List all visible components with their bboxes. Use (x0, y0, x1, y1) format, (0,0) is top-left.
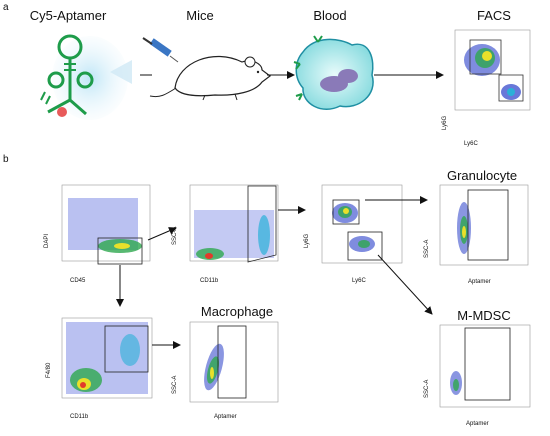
plot5-ylabel: SSC-A (424, 380, 430, 398)
plot7-title: Macrophage (201, 304, 273, 319)
arrow-b1 (147, 227, 177, 241)
panel-a-letter: a (3, 2, 9, 13)
plot7-xlabel: Aptamer (214, 414, 237, 420)
plot-ly6g-ly6c (321, 184, 403, 264)
plot-f480-cd11b (61, 317, 153, 399)
panel-b-letter: b (3, 154, 9, 165)
blood-cell-illustration (293, 35, 374, 110)
step-blood-label: Blood (313, 8, 346, 23)
facs-a-ylabel: Ly6G (442, 116, 448, 130)
plot6-xlabel: CD11b (70, 414, 89, 420)
plot1-xlabel: CD45 (70, 278, 86, 284)
plot-dapi-cd45 (61, 184, 151, 265)
facs-a-xlabel: Ly6C (464, 141, 478, 147)
plot1-ylabel: DAPI (44, 234, 50, 248)
mouse-icon (149, 55, 271, 101)
step-mice-label: Mice (186, 8, 213, 23)
plot3-xlabel: Ly6C (352, 278, 366, 284)
plot-m-mdsc (439, 324, 531, 408)
plot-granulocyte (439, 184, 529, 266)
syringe-icon (142, 37, 179, 63)
plot4-xlabel: Aptamer (468, 279, 491, 285)
aptamer-illustration (40, 34, 132, 120)
step-aptamer-label: Cy5-Aptamer (30, 8, 107, 23)
facs-plot-a (454, 29, 531, 111)
step-facs-label: FACS (477, 8, 511, 23)
plot5-xlabel: Aptamer (466, 421, 489, 427)
plot4-title: Granulocyte (447, 168, 517, 183)
plot-ssc-cd11b (189, 184, 279, 263)
plot-macrophage (189, 321, 279, 403)
plot7-ylabel: SSC-A (172, 376, 178, 394)
arrow-b5 (377, 254, 433, 315)
plot5-title: M-MDSC (457, 308, 510, 323)
plot2-ylabel: SSC-A (172, 227, 178, 245)
plot4-ylabel: SSC-A (424, 240, 430, 258)
plot3-ylabel: Ly6G (304, 234, 310, 248)
plot2-xlabel: CD11b (200, 278, 219, 284)
plot6-ylabel: F4/80 (46, 362, 52, 378)
